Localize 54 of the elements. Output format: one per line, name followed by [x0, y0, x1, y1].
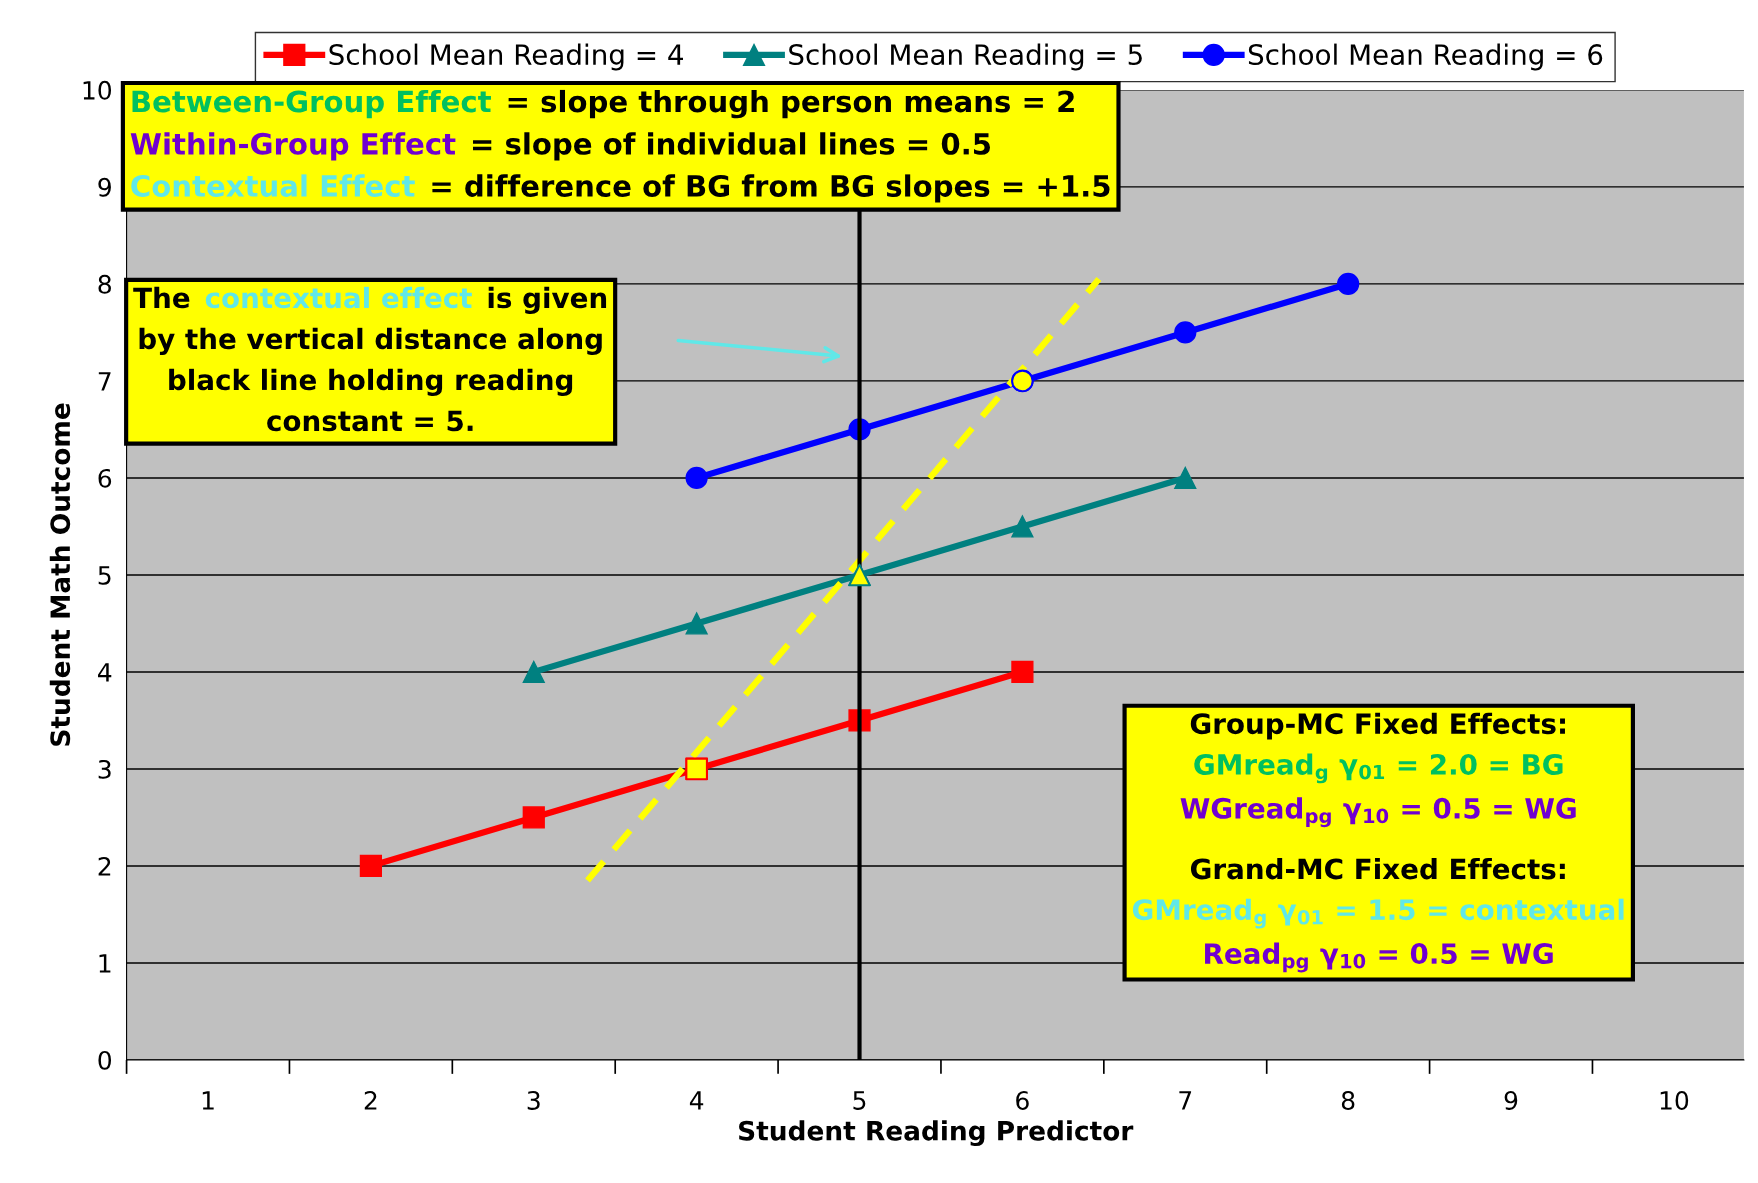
- annotation: Group-MC Fixed Effects:: [1190, 712, 1565, 740]
- x-tick-label: 1: [202, 1091, 214, 1110]
- point: [1011, 515, 1034, 538]
- annotation: Grand-MC Fixed Effects:: [1190, 857, 1565, 880]
- point: [685, 466, 708, 490]
- x-axis-title: Student Reading Predictor: [739, 1120, 1134, 1147]
- y-tick-label: 7: [98, 372, 111, 391]
- annotation: Read$_{pg}$ γ$_{10}$ = 0.5 = WG: [1205, 942, 1553, 973]
- y-tick-label: 9: [98, 177, 111, 197]
- annotation: black line holding reading: [169, 368, 573, 396]
- x-tick-label: 2: [364, 1090, 377, 1110]
- point: [522, 806, 545, 829]
- annotation: = difference of BG from BG slopes = +1.5: [432, 174, 1110, 203]
- x-tick-label: 10: [1660, 1090, 1689, 1110]
- y-axis-title: Student Math Outcome: [49, 403, 71, 746]
- x-tick-label: 9: [1504, 1090, 1518, 1110]
- y-tick-label: 8: [98, 274, 111, 294]
- annotation: = slope through person means = 2: [508, 89, 1074, 119]
- point: [359, 854, 383, 878]
- legend-label: School Mean Reading = 4: [329, 43, 683, 71]
- y-tick-label: 3: [98, 759, 111, 779]
- point: [1337, 272, 1360, 296]
- annotation: by the vertical distance along: [139, 327, 602, 355]
- point: [522, 660, 545, 684]
- y-tick-label: 6: [98, 468, 112, 488]
- annotation: GMread$_{g}$ γ$_{01}$ = 1.5 = contextual: [1132, 898, 1624, 929]
- y-tick-label: 5: [98, 566, 111, 585]
- annotation: = slope of individual lines = 0.5: [473, 132, 991, 161]
- y-tick-label: 4: [98, 663, 112, 682]
- point: [685, 612, 708, 635]
- legend-label: School Mean Reading = 6: [1248, 43, 1603, 71]
- x-tick-label: 7: [1179, 1091, 1192, 1110]
- legend-label: School Mean Reading = 5: [789, 43, 1142, 71]
- x-tick-label: 3: [527, 1090, 540, 1110]
- annotation: Between-Group Effect: [132, 89, 491, 119]
- x-tick-label: 5: [853, 1091, 866, 1110]
- x-tick-label: 8: [1341, 1090, 1355, 1110]
- annotation: WGread$_{pg}$ γ$_{10}$ = 0.5 = WG: [1180, 797, 1576, 828]
- x-tick-label: 6: [1016, 1090, 1029, 1110]
- annotation: contextual effect: [205, 286, 472, 309]
- point: [1174, 321, 1197, 344]
- annotation: Within-Group Effect: [130, 132, 456, 161]
- y-tick-label: 0: [98, 1050, 112, 1070]
- x-tick-label: 4: [689, 1091, 704, 1110]
- annotation: GMread$_{g}$ γ$_{01}$ = 2.0 = BG: [1194, 753, 1563, 784]
- point: [1011, 660, 1034, 684]
- annotation: constant = 5.: [267, 410, 473, 432]
- annotation: The: [133, 286, 190, 309]
- y-tick-label: 2: [98, 856, 111, 876]
- y-tick-label: 10: [83, 80, 112, 100]
- annotation: Contextual Effect: [131, 174, 415, 197]
- annotation: is given: [488, 286, 607, 314]
- point: [1174, 466, 1197, 490]
- y-tick-label: 1: [99, 954, 111, 973]
